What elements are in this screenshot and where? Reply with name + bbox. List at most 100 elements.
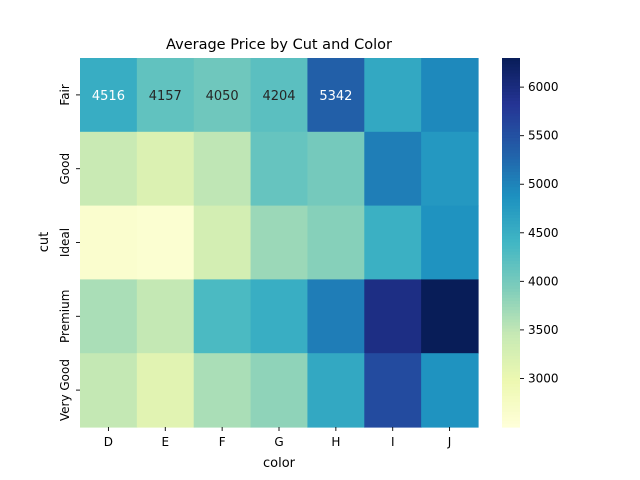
colorbar-segment bbox=[502, 147, 520, 151]
colorbar-tick-label: 3000 bbox=[528, 371, 559, 385]
colorbar-tick-label: 6000 bbox=[528, 80, 559, 94]
colorbar-segment bbox=[502, 91, 520, 96]
colorbar-tick-label: 5000 bbox=[528, 177, 559, 191]
cell-value-label: 4516 bbox=[92, 89, 125, 104]
heatmap-cell bbox=[250, 353, 309, 428]
colorbar-segment bbox=[502, 141, 520, 145]
heatmap-cell bbox=[307, 58, 365, 133]
colorbar-segment bbox=[502, 144, 520, 148]
colorbar-segment bbox=[502, 190, 520, 194]
colorbar-segment bbox=[502, 420, 520, 425]
colorbar-segment bbox=[502, 273, 520, 277]
heatmap-cell bbox=[136, 131, 195, 207]
colorbar-segment bbox=[502, 171, 520, 176]
colorbar-segment bbox=[502, 307, 520, 311]
colorbar-segment bbox=[502, 64, 520, 68]
y-axis: Fair Good Ideal Premium Very Good bbox=[58, 84, 80, 421]
colorbar-segment bbox=[502, 347, 520, 351]
colorbar-segment bbox=[502, 94, 520, 99]
colorbar-segment bbox=[502, 125, 520, 130]
colorbar-segment bbox=[502, 230, 520, 234]
colorbar-segment bbox=[502, 322, 520, 327]
colorbar-segment bbox=[502, 236, 520, 241]
colorbar-segment bbox=[502, 294, 520, 299]
heatmap-cell bbox=[421, 131, 479, 207]
cell-value-label: 5342 bbox=[319, 89, 352, 104]
heatmap-cell bbox=[307, 353, 365, 428]
heatmap-cell bbox=[421, 58, 479, 133]
colorbar-segment bbox=[502, 325, 520, 330]
heatmap-cell bbox=[80, 205, 138, 280]
x-tick-label: G bbox=[274, 435, 283, 449]
colorbar-segment bbox=[502, 254, 520, 259]
colorbar-tick-label: 4500 bbox=[528, 226, 559, 240]
colorbar-segment bbox=[502, 304, 520, 308]
heatmap-cell bbox=[80, 131, 138, 207]
colorbar-segment bbox=[502, 334, 520, 339]
colorbar-segment bbox=[502, 168, 520, 173]
colorbar-segment bbox=[502, 73, 520, 78]
colorbar-segment bbox=[502, 58, 520, 62]
colorbar-segment bbox=[502, 245, 520, 250]
colorbar-segment bbox=[502, 184, 520, 188]
colorbar-segment bbox=[502, 159, 520, 164]
y-tick-label: Very Good bbox=[58, 359, 72, 421]
colorbar-segment bbox=[502, 208, 520, 213]
cell-value-label: 4157 bbox=[149, 89, 182, 104]
colorbar-segment bbox=[502, 331, 520, 336]
cell-value-label: 4204 bbox=[262, 89, 295, 104]
heatmap-cell bbox=[193, 58, 252, 133]
y-tick-label: Fair bbox=[58, 84, 72, 105]
colorbar-segment bbox=[502, 276, 520, 281]
colorbar-segment bbox=[502, 165, 520, 170]
colorbar-segment bbox=[502, 88, 520, 93]
colorbar-tick-label: 3500 bbox=[528, 323, 559, 337]
colorbar-segment bbox=[502, 153, 520, 157]
heatmap-cell-labels: 4516 4157 4050 4204 5342 bbox=[92, 89, 353, 104]
heatmap-cell bbox=[250, 58, 309, 133]
colorbar-segment bbox=[502, 110, 520, 114]
colorbar-tick-label: 5500 bbox=[528, 129, 559, 143]
heatmap-cell bbox=[193, 131, 252, 207]
x-tick-label: F bbox=[219, 435, 226, 449]
colorbar-segment bbox=[502, 67, 520, 71]
heatmap-cell bbox=[80, 58, 138, 133]
colorbar-segment bbox=[502, 414, 520, 419]
heatmap-cell bbox=[421, 205, 479, 280]
colorbar-segment bbox=[502, 82, 520, 87]
colorbar-segment bbox=[502, 374, 520, 379]
colorbar-segment bbox=[502, 328, 520, 333]
colorbar-segment bbox=[502, 70, 520, 74]
colorbar-segment bbox=[502, 150, 520, 154]
colorbar-segment bbox=[502, 267, 520, 271]
colorbar-segment bbox=[502, 131, 520, 136]
colorbar-segment bbox=[502, 264, 520, 268]
colorbar-segment bbox=[502, 107, 520, 111]
colorbar-segment bbox=[502, 417, 520, 422]
heatmap-cells bbox=[80, 58, 479, 428]
colorbar-segment bbox=[502, 399, 520, 404]
colorbar-segment bbox=[502, 282, 520, 287]
colorbar-segment bbox=[502, 408, 520, 413]
heatmap-cell bbox=[250, 279, 309, 354]
colorbar-segment bbox=[502, 217, 520, 222]
x-tick-label: E bbox=[161, 435, 169, 449]
colorbar-segment bbox=[502, 220, 520, 225]
colorbar-segment bbox=[502, 119, 520, 124]
x-tick-label: J bbox=[447, 435, 452, 449]
colorbar-tick-label: 4000 bbox=[528, 274, 559, 288]
colorbar-segment bbox=[502, 297, 520, 302]
colorbar-segment bbox=[502, 101, 520, 105]
colorbar-segment bbox=[502, 285, 520, 290]
heatmap-cell bbox=[421, 279, 479, 354]
colorbar-segment bbox=[502, 224, 520, 228]
y-tick-label: Premium bbox=[58, 290, 72, 343]
colorbar-segment bbox=[502, 337, 520, 342]
colorbar-segment bbox=[502, 177, 520, 182]
colorbar-segment bbox=[502, 211, 520, 216]
colorbar-segment bbox=[502, 196, 520, 201]
colorbar-segment bbox=[502, 205, 520, 210]
colorbar-segment bbox=[502, 137, 520, 142]
colorbar-segment bbox=[502, 270, 520, 274]
